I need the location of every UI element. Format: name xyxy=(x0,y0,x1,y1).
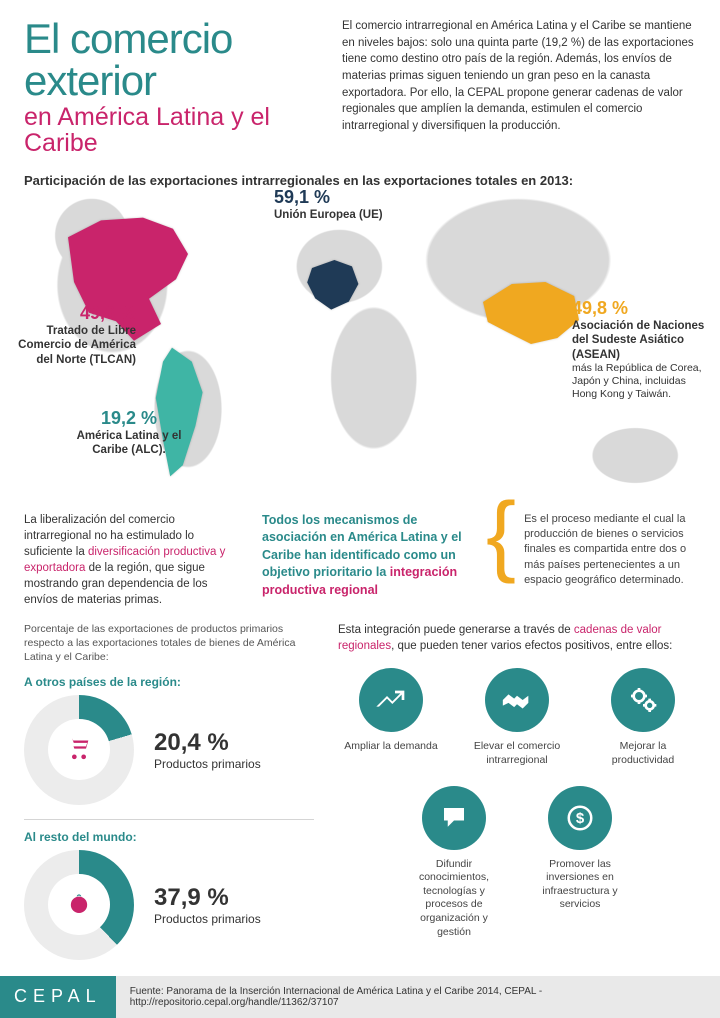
region-extra: más la República de Corea, Japón y China… xyxy=(572,362,707,401)
benefit-item: Ampliar la demanda xyxy=(339,668,443,767)
dollar-icon: $ xyxy=(548,786,612,850)
charts-column: Porcentaje de las exportaciones de produ… xyxy=(24,622,314,964)
region-name: Asociación de Naciones del Sudeste Asiát… xyxy=(572,319,707,362)
region-name: Unión Europea (UE) xyxy=(274,208,384,222)
mid-right-text: { Es el proceso mediante el cual la prod… xyxy=(486,512,696,609)
intro-paragraph: El comercio intrarregional en América La… xyxy=(342,18,696,157)
gears-icon xyxy=(611,668,675,732)
footer: CEPAL Fuente: Panorama de la Inserción I… xyxy=(0,976,720,1018)
benefits-grid: Ampliar la demanda Elevar el comercio in… xyxy=(338,668,696,939)
mid-text-row: La liberalización del comercio intrarreg… xyxy=(0,502,720,615)
region-pct: 19,2 % xyxy=(74,407,184,430)
benefit-label: Mejorar la productividad xyxy=(591,740,695,767)
benefits-intro-post: , que pueden tener varios efectos positi… xyxy=(391,640,672,652)
region-label-tlcan: 49,6 % Tratado de Libre Comercio de Amér… xyxy=(10,302,136,368)
benefits-intro-pre: Esta integración puede generarse a travé… xyxy=(338,624,574,636)
charts-caption: Porcentaje de las exportaciones de produ… xyxy=(24,622,314,665)
donut-chart-world xyxy=(24,850,134,960)
benefit-label: Difundir conocimientos, tecnologías y pr… xyxy=(402,858,506,940)
divider xyxy=(24,819,314,820)
donut-chart-region xyxy=(24,695,134,805)
benefit-item: $ Promover las inversiones en infraestru… xyxy=(528,786,632,940)
donut-label-block: 37,9 % Productos primarios xyxy=(154,884,261,926)
donut-row-2: 37,9 % Productos primarios xyxy=(24,850,314,960)
benefit-item: Difundir conocimientos, tecnologías y pr… xyxy=(402,786,506,940)
benefit-item: Elevar el comercio intrarregional xyxy=(465,668,569,767)
region-label-asean: 49,8 % Asociación de Naciones del Sudest… xyxy=(572,297,707,402)
chart-subtitle-1: A otros países de la región: xyxy=(24,675,314,689)
mid-center-text: Todos los mecanismos de asociación en Am… xyxy=(262,512,462,609)
infographic-page: El comercio exterior en América Latina y… xyxy=(0,0,720,1018)
mid-right-body: Es el proceso mediante el cual la produc… xyxy=(524,512,696,589)
brace-icon: { xyxy=(486,504,516,567)
benefit-label: Ampliar la demanda xyxy=(339,740,443,754)
region-name: América Latina y el Caribe (ALC). xyxy=(74,429,184,458)
cart-icon xyxy=(65,733,93,766)
region-shape-ue xyxy=(296,252,376,332)
benefit-item: Mejorar la productividad xyxy=(591,668,695,767)
chart-subtitle-2: Al resto del mundo: xyxy=(24,830,314,844)
cepal-logo: CEPAL xyxy=(0,976,116,1018)
region-pct: 49,8 % xyxy=(572,297,707,320)
benefits-intro: Esta integración puede generarse a travé… xyxy=(338,622,696,654)
donut-row-1: 20,4 % Productos primarios xyxy=(24,695,314,805)
speech-icon xyxy=(422,786,486,850)
donut-pct: 20,4 % xyxy=(154,729,261,757)
donut-label: Productos primarios xyxy=(154,912,261,926)
benefit-label: Elevar el comercio intrarregional xyxy=(465,740,569,767)
header: El comercio exterior en América Latina y… xyxy=(0,0,720,167)
donut-label: Productos primarios xyxy=(154,757,261,771)
page-subtitle: en América Latina y el Caribe xyxy=(24,104,324,157)
region-name: Tratado de Libre Comercio de América del… xyxy=(10,324,136,367)
region-pct: 49,6 % xyxy=(10,302,136,325)
mid-left-text: La liberalización del comercio intrarreg… xyxy=(24,512,238,609)
region-label-alc: 19,2 % América Latina y el Caribe (ALC). xyxy=(74,407,184,458)
title-block: El comercio exterior en América Latina y… xyxy=(24,18,324,157)
svg-text:$: $ xyxy=(576,810,585,827)
benefit-label: Promover las inversiones en infraestruct… xyxy=(528,858,632,913)
lower-row: Porcentaje de las exportaciones de produ… xyxy=(0,614,720,976)
tomato-icon xyxy=(65,888,93,921)
footer-source: Fuente: Panorama de la Inserción Interna… xyxy=(116,976,720,1018)
world-map: 59,1 % Unión Europea (UE) 49,6 % Tratado… xyxy=(16,192,704,502)
donut-pct: 37,9 % xyxy=(154,884,261,912)
handshake-icon xyxy=(485,668,549,732)
benefits-column: Esta integración puede generarse a travé… xyxy=(338,622,696,964)
chart-up-icon xyxy=(359,668,423,732)
page-title: El comercio exterior xyxy=(24,18,324,102)
region-label-ue: 59,1 % Unión Europea (UE) xyxy=(274,186,384,223)
donut-label-block: 20,4 % Productos primarios xyxy=(154,729,261,771)
region-pct: 59,1 % xyxy=(274,186,384,209)
